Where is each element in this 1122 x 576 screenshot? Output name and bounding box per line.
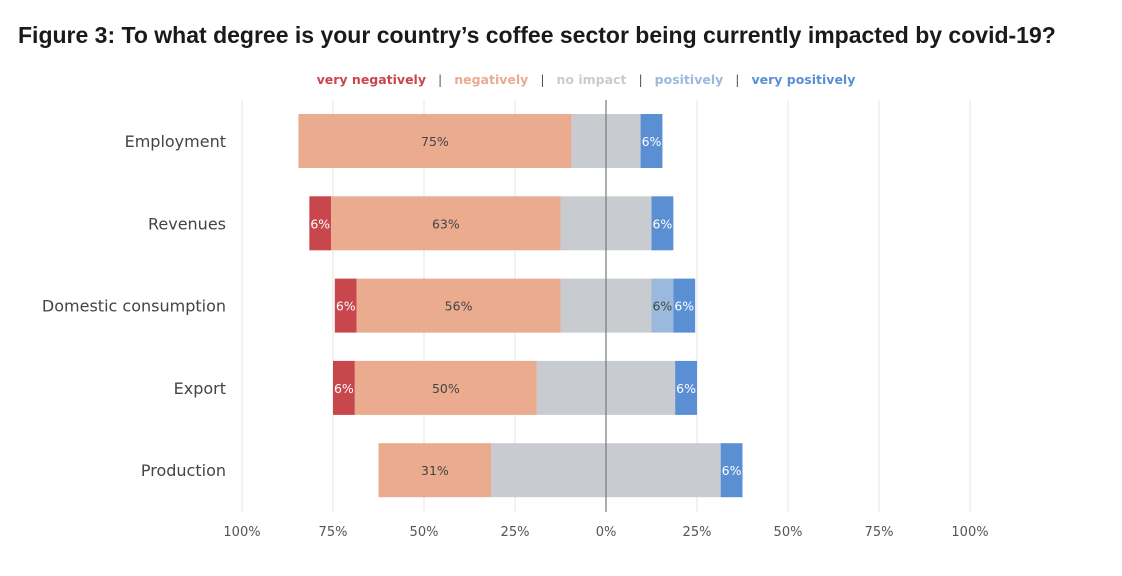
x-tick-label: 75% xyxy=(319,525,348,540)
bar-label: 31% xyxy=(421,463,449,478)
legend-item-no-impact: no impact xyxy=(556,72,627,87)
bar-label: 6% xyxy=(310,216,330,231)
bar-labels: 75% 6%6% 63% 6%6% 56% 6% 6%6% 50% 6%31% 6% xyxy=(310,134,741,478)
bar-label: 56% xyxy=(445,299,473,314)
bars xyxy=(298,114,743,498)
bar-very-positively xyxy=(673,278,696,333)
chart-title: Figure 3: To what degree is your country… xyxy=(18,22,1056,48)
x-tick-label: 25% xyxy=(683,525,712,540)
bar-negatively xyxy=(298,114,572,168)
legend-item-positively: positively xyxy=(654,72,724,87)
bar-label: 75% xyxy=(421,134,449,149)
legend-separator: | xyxy=(638,72,643,87)
bar-very-positively xyxy=(720,443,743,498)
bar-label: 6% xyxy=(674,299,694,314)
chart-legend: very negatively | negatively | no impact | pos… xyxy=(0,72,1122,87)
bar-label: 6% xyxy=(652,299,672,314)
x-tick-label: 100% xyxy=(223,525,260,540)
category-label: Employment xyxy=(125,132,226,151)
legend-item-very-negatively: very negatively xyxy=(316,72,426,87)
bar-negatively xyxy=(331,196,561,251)
bar-label: 6% xyxy=(652,216,672,231)
legend-separator: | xyxy=(438,72,443,87)
bar-very-negatively xyxy=(333,360,355,415)
bar-negatively xyxy=(354,360,537,415)
legend-separator: | xyxy=(735,72,740,87)
bar-label: 6% xyxy=(722,463,742,478)
bar-negatively xyxy=(356,278,561,333)
bar-negatively xyxy=(378,443,492,498)
category-label: Production xyxy=(141,461,226,480)
bar-label: 63% xyxy=(432,216,460,231)
bar-very-positively xyxy=(640,114,663,168)
category-labels: Employment Revenues Domestic consumption Ex… xyxy=(42,132,226,480)
x-tick-label: 75% xyxy=(865,525,894,540)
legend-separator: | xyxy=(540,72,545,87)
bar-positively xyxy=(651,278,674,333)
x-tick-label: 50% xyxy=(410,525,439,540)
bar-label: 6% xyxy=(676,381,696,396)
bar-very-negatively xyxy=(334,278,357,333)
x-tick-label: 0% xyxy=(596,525,617,540)
bar-label: 6% xyxy=(642,134,662,149)
x-tick-label: 25% xyxy=(501,525,530,540)
x-tick-label: 50% xyxy=(774,525,803,540)
bar-label: 6% xyxy=(334,381,354,396)
category-label: Export xyxy=(174,379,226,398)
category-label: Revenues xyxy=(148,214,226,233)
x-tick-label: 100% xyxy=(951,525,988,540)
bar-label: 6% xyxy=(336,299,356,314)
bar-very-negatively xyxy=(309,196,332,251)
legend-item-negatively: negatively xyxy=(454,72,529,87)
legend-item-very-positively: very positively xyxy=(751,72,856,87)
bar-very-positively xyxy=(675,360,697,415)
x-axis-ticks: 100% 75% 50% 25% 0% 25% 50% 75% 100% xyxy=(223,525,988,540)
bar-label: 50% xyxy=(432,381,460,396)
bar-very-positively xyxy=(651,196,674,251)
category-label: Domestic consumption xyxy=(42,297,226,316)
